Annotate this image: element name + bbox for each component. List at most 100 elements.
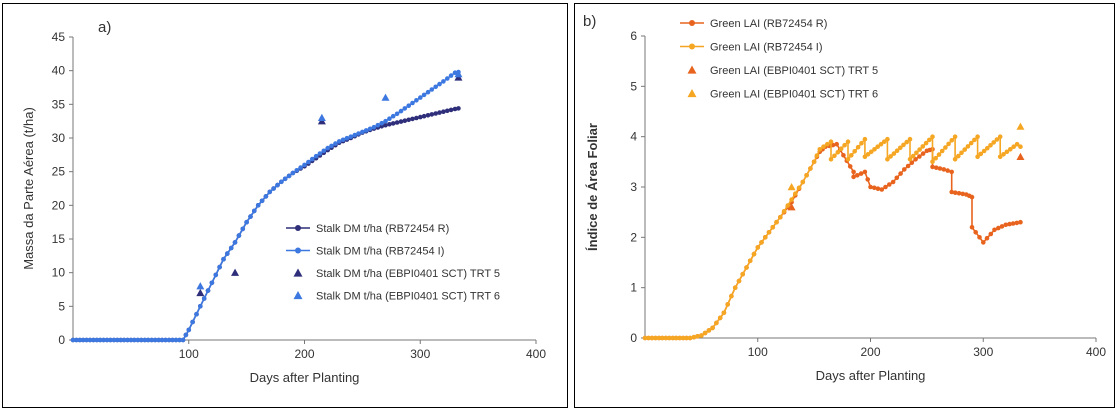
series-2-point [145, 337, 151, 343]
series-1-point [969, 225, 975, 230]
series-2-point [891, 151, 897, 156]
series-2-point [949, 138, 955, 143]
series-2-point [991, 140, 996, 145]
series-1-point [937, 166, 943, 171]
legend-label: Stalk DM t/ha (RB72454 R) [316, 223, 449, 235]
series-2-point [975, 134, 980, 139]
series-2-point [294, 168, 300, 173]
series-2-point [660, 335, 665, 341]
series-2-point [135, 337, 141, 343]
series-2-point [744, 265, 749, 270]
series-2-point [838, 146, 844, 151]
series-2-point [248, 214, 253, 219]
series-2-point [852, 149, 857, 154]
series-2-point [825, 141, 830, 147]
series-1-point [1018, 219, 1023, 225]
legend-label: Green LAI (RB72454 I) [710, 42, 823, 54]
series-2-point [907, 136, 913, 142]
series-1-point [425, 113, 431, 118]
series-2-point [170, 337, 175, 343]
series-2-point [201, 296, 207, 301]
legend-label: Stalk DM t/ha (EBPI0401 SCT) TRT 6 [316, 291, 500, 303]
series-2-point [796, 185, 802, 191]
series-1-line [645, 143, 1021, 339]
x-axis-title: Days after Planting [816, 368, 926, 383]
series-2-point [907, 157, 913, 162]
series-2-point [398, 108, 404, 114]
series-1-point [894, 175, 900, 181]
series-1-point [913, 157, 918, 162]
series-2-point [917, 147, 922, 152]
series-2-point [236, 233, 242, 238]
series-2-point [418, 95, 423, 100]
series-2-point [142, 337, 148, 343]
series-2-point [252, 208, 257, 214]
series-2-point [390, 113, 396, 119]
series-2-point [677, 335, 682, 341]
series-2-point [132, 337, 137, 343]
series-2-point [828, 157, 834, 162]
series-2-point [997, 154, 1003, 160]
series-2-point [445, 76, 450, 81]
series-4-point [787, 183, 796, 191]
series-3-point [231, 268, 240, 276]
series-2-point [785, 203, 791, 208]
series-2-point [1011, 144, 1016, 149]
y-tick-label: 0 [58, 333, 65, 347]
y-tick-label: 10 [52, 266, 66, 280]
series-2-point [108, 337, 113, 343]
series-1-point [847, 164, 853, 169]
series-2-point [898, 145, 903, 151]
x-tick-label: 200 [860, 345, 880, 359]
series-1-point [902, 167, 907, 172]
series-2-point [943, 145, 948, 150]
legend-swatch-marker [689, 43, 695, 50]
series-1-point [862, 169, 868, 175]
series-2-point [77, 337, 83, 343]
series-2-point [714, 320, 719, 326]
series-2-point [1008, 147, 1013, 152]
series-1-point [834, 141, 839, 147]
series-2-point [263, 194, 269, 199]
series-2-point [793, 191, 798, 196]
series-2-point [885, 157, 890, 162]
series-2-point [736, 278, 742, 284]
series-1-point [383, 122, 388, 128]
series-2-point [959, 150, 964, 156]
series-2-point [997, 134, 1003, 139]
series-2-point [298, 165, 303, 170]
series-2-line [73, 71, 459, 341]
legend-swatch-marker [687, 65, 697, 74]
series-2-point [448, 73, 454, 78]
series-2-point [888, 154, 893, 159]
series-1-point [851, 169, 856, 175]
series-2-point [936, 152, 942, 157]
series-2-point [139, 337, 144, 343]
series-2-point [121, 337, 127, 343]
series-2-point [642, 335, 648, 341]
series-2-point [862, 136, 868, 142]
series-2-point [387, 116, 392, 121]
series-2-point [97, 337, 103, 343]
series-1-point [390, 121, 396, 126]
series-2-point [653, 335, 658, 341]
series-1-point [977, 235, 982, 240]
series-4-point [454, 70, 463, 78]
series-2-point [952, 134, 958, 139]
y-axis-title: Massa da Parte Aérea (t/ha) [21, 107, 36, 270]
series-2-point [80, 337, 86, 343]
legend-swatch-marker [689, 20, 695, 26]
series-1-point [930, 164, 935, 170]
series-1-point [953, 190, 958, 195]
series-1-point [909, 160, 915, 165]
series-1-point [996, 225, 1001, 231]
series-2-point [845, 157, 851, 162]
legend-swatch-marker [293, 268, 303, 277]
series-1-point [973, 230, 978, 235]
series-2-point [348, 134, 354, 139]
series-2-point [279, 179, 284, 185]
series-2-point [817, 147, 823, 152]
series-1-point [441, 109, 446, 114]
series-2-point [111, 337, 117, 343]
series-2-point [859, 140, 864, 146]
